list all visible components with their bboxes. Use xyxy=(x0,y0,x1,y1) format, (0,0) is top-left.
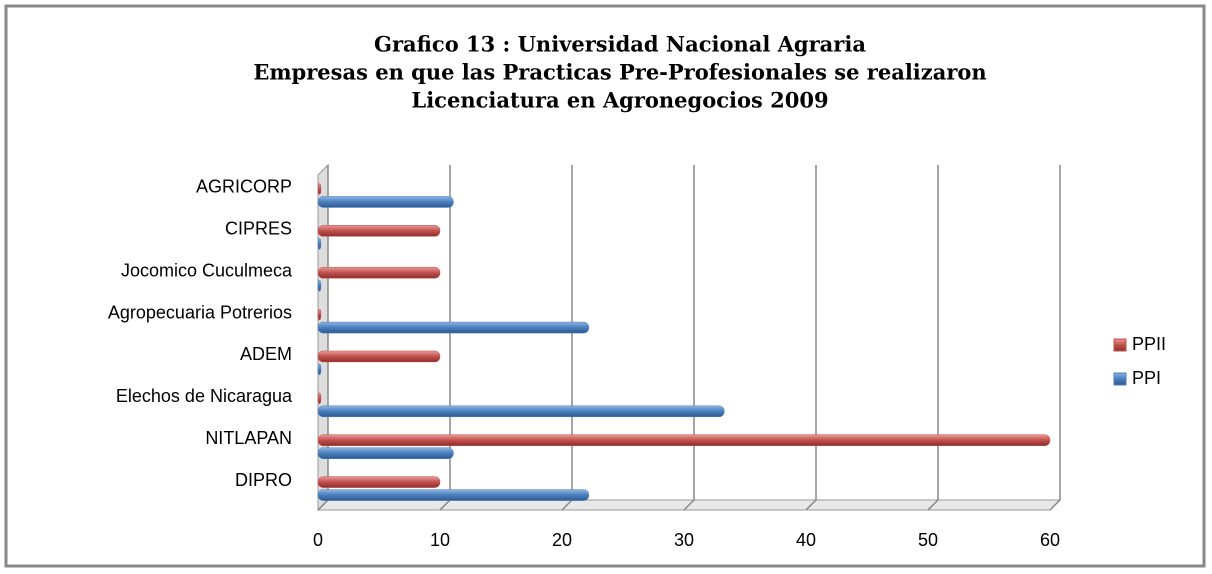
grid-line xyxy=(561,499,573,511)
bar xyxy=(317,308,322,321)
legend-swatch xyxy=(1113,338,1127,352)
grid-line xyxy=(317,499,329,511)
legend-label: PPI xyxy=(1132,368,1161,388)
y-tick-label: CIPRES xyxy=(225,219,292,239)
bar xyxy=(317,266,441,279)
bar xyxy=(317,434,1051,446)
bar xyxy=(317,196,454,208)
bar xyxy=(317,476,441,488)
x-tick-label: 0 xyxy=(313,530,323,550)
y-tick-label: Elechos de Nicaragua xyxy=(116,386,293,406)
bar xyxy=(317,405,725,418)
grid-line xyxy=(927,499,939,511)
bar xyxy=(317,183,322,195)
x-tick-label: 10 xyxy=(430,530,450,550)
grid-line xyxy=(683,499,695,511)
grid-line xyxy=(1049,499,1061,511)
bar xyxy=(317,238,322,250)
x-tick-label: 40 xyxy=(796,530,816,550)
bar xyxy=(317,392,322,405)
x-tick-label: 50 xyxy=(918,530,938,550)
bar xyxy=(317,350,441,363)
bar xyxy=(317,225,441,237)
x-tick-label: 60 xyxy=(1040,530,1060,550)
y-tick-label: AGRICORP xyxy=(196,177,292,197)
y-tick-label: Agropecuaria Potrerios xyxy=(108,302,292,322)
y-tick-label: Jocomico Cuculmeca xyxy=(121,260,293,280)
bar xyxy=(317,447,454,459)
chart-title: Grafico 13 : Universidad Nacional Agrari… xyxy=(374,32,866,57)
bar xyxy=(317,363,322,376)
legend-label: PPII xyxy=(1132,334,1166,354)
chart-title: Licenciatura en Agronegocios 2009 xyxy=(411,88,828,113)
y-tick-label: NITLAPAN xyxy=(205,428,292,448)
x-tick-label: 20 xyxy=(552,530,572,550)
bar xyxy=(317,279,322,292)
grid-line xyxy=(439,499,451,511)
bar xyxy=(317,321,590,334)
y-tick-label: ADEM xyxy=(240,344,292,364)
grid-line xyxy=(805,499,817,511)
legend-swatch xyxy=(1113,372,1127,386)
y-tick-label: DIPRO xyxy=(235,470,292,490)
chart-title: Empresas en que las Practicas Pre-Profes… xyxy=(253,60,986,85)
bar xyxy=(317,489,590,501)
chart-frame xyxy=(4,4,1206,568)
x-tick-label: 30 xyxy=(674,530,694,550)
